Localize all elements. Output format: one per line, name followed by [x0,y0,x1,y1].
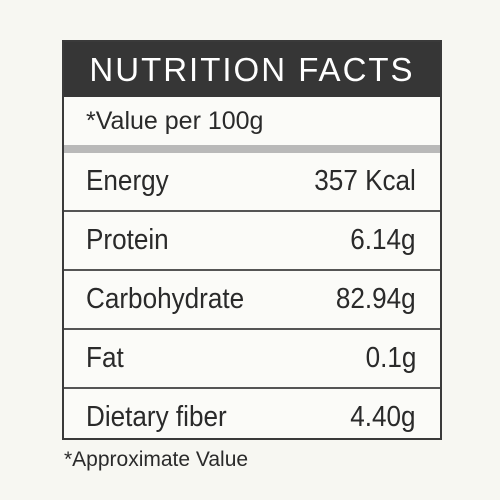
nutrient-name: Fat [86,342,124,374]
nutrient-amount: 0.1g [365,342,416,374]
nutrient-row: Fat 0.1g [64,328,440,387]
nutrient-name: Protein [86,224,169,256]
footnote: *Approximate Value [64,448,249,471]
nutrient-cell: Carbohydrate [86,283,262,316]
nutrient-amount: 4.40g [350,401,416,433]
nutrient-amount: 357 Kcal [314,165,416,197]
amount-cell: 6.14g [343,224,416,257]
nutrient-row: Carbohydrate 82.94g [64,269,440,328]
nutrient-cell: Protein [86,224,178,257]
title: NUTRITION FACTS [64,42,440,97]
nutrient-name: Dietary fiber [86,401,227,433]
nutrition-table: Energy 357 Kcal Protein 6.14g Carbohydrate 82… [64,153,440,446]
nutrient-row: Protein 6.14g [64,210,440,269]
nutrient-cell: Dietary fiber [86,401,242,434]
nutrient-cell: Energy [86,165,178,198]
nutrient-name: Energy [86,165,169,197]
nutrient-amount: 6.14g [350,224,416,256]
subtitle: *Value per 100g [64,97,440,153]
nutrition-panel: NUTRITION FACTS *Value per 100g Energy 35… [62,40,442,440]
nutrient-amount: 82.94g [336,283,416,315]
amount-cell: 0.1g [360,342,416,375]
nutrient-name: Carbohydrate [86,283,245,315]
amount-cell: 357 Kcal [303,165,416,198]
amount-cell: 82.94g [327,283,416,316]
amount-cell: 4.40g [343,401,416,434]
nutrient-row: Dietary fiber 4.40g [64,387,440,446]
nutrient-cell: Fat [86,342,128,375]
nutrient-row: Energy 357 Kcal [64,153,440,210]
